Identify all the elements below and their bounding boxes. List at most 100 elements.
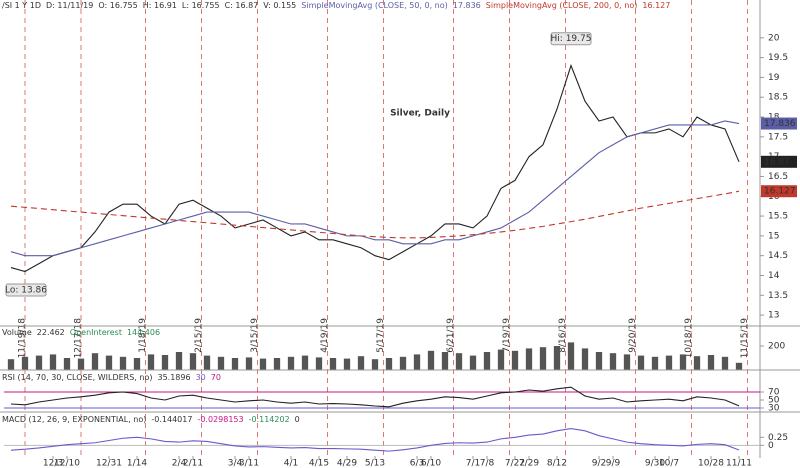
x-tick-label: 2/4 [172, 459, 187, 468]
volume-bar [735, 362, 743, 370]
study-name[interactable]: Volume [2, 328, 32, 337]
volume-bar [189, 353, 197, 370]
study-name[interactable]: RSI (14, 70, 30, CLOSE, WILDERS, no) [2, 373, 153, 382]
x-tick-label: 5/13 [365, 459, 385, 468]
x-tick-label: 9/9 [606, 459, 621, 468]
x-tick-label: 10/28 [698, 459, 724, 468]
volume-bar [63, 358, 71, 370]
rsi-header: RSI (14, 70, 30, CLOSE, WILDERS, no) 35.… [2, 373, 221, 383]
x-tick-label: 9/2 [592, 459, 606, 468]
legend-entry[interactable]: SimpleMovingAvg (CLOSE, 200, 0, no) [485, 1, 638, 10]
macd-header: MACD (12, 26, 9, EXPONENTIAL, no) -0.144… [2, 415, 300, 425]
series-line [10, 120, 740, 257]
volume-bar [259, 358, 267, 370]
x-tick-label: 4/15 [309, 459, 329, 468]
volume-bar [343, 358, 351, 370]
volume-bar [637, 355, 645, 370]
symbol[interactable]: /SI 1 Y 1D [2, 1, 41, 10]
expiry-label: 3/15/19 [250, 318, 260, 353]
volume-bar [371, 359, 379, 370]
x-tick-label: 12/31 [96, 459, 122, 468]
study-value: -0.114202 [248, 415, 290, 424]
expiry-label: 4/19/19 [320, 318, 330, 353]
x-tick-label: 12/10 [54, 459, 80, 468]
expiry-label: 7/19/19 [502, 318, 512, 353]
volume-bar [35, 355, 43, 370]
y-tick-label: 0.25 [768, 433, 788, 443]
y-tick-label: 13.5 [768, 291, 788, 301]
x-tick-label: 1/14 [127, 459, 147, 468]
y-tick-label: 20 [768, 33, 780, 43]
volume-bar [469, 355, 477, 370]
x-tick-label: 7/22 [505, 459, 525, 468]
y-tick-label: 200 [768, 342, 785, 352]
series-line [10, 386, 740, 408]
x-tick-label: 2/11 [183, 459, 203, 468]
x-tick-label: 10/7 [659, 459, 679, 468]
volume-bar [441, 352, 449, 370]
volume-bar [77, 358, 85, 370]
study-value: 35.1896 [157, 373, 191, 382]
volume-bar [427, 350, 435, 370]
expiry-label: 1/18/19 [138, 318, 148, 353]
expiry-label: 11/15/19 [740, 318, 750, 359]
volume-bar [483, 352, 491, 370]
legend-value: 16.127 [642, 1, 671, 10]
y-tick-label: 15 [768, 231, 779, 241]
volume-bar [161, 355, 169, 370]
x-tick-label: 6/10 [421, 459, 441, 468]
volume-bar [91, 353, 99, 370]
volume-bar [315, 357, 323, 370]
ohlc-field: D: 11/11/19 [46, 1, 94, 10]
y-tick-label: 15.5 [768, 212, 788, 222]
volume-bar [273, 358, 281, 370]
study-name[interactable]: OpenInterest [69, 328, 122, 337]
legend-entry[interactable]: SimpleMovingAvg (CLOSE, 50, 0, no) [301, 1, 448, 10]
y-tick-label: 19 [768, 73, 780, 83]
expiry-label: 12/17/18 [74, 318, 84, 359]
annotation-box [550, 32, 592, 46]
volume-bar [7, 359, 15, 370]
volume-bar [175, 352, 183, 370]
expiry-label: 2/15/19 [194, 318, 204, 353]
volume-bar [553, 346, 561, 370]
volume-bar [357, 356, 365, 370]
y-tick-label: 16.5 [768, 172, 788, 182]
volume-bar [231, 358, 239, 370]
volume-bar [119, 356, 127, 370]
x-tick-label: 7/1 [466, 459, 480, 468]
ohlc-field: O: 16.755 [98, 1, 138, 10]
ohlc-field: L: 16.755 [181, 1, 220, 10]
volume-bar [721, 356, 729, 370]
study-name[interactable]: MACD (12, 26, 9, EXPONENTIAL, no) [2, 415, 147, 424]
volume-bar [147, 354, 155, 370]
volume-bar [455, 353, 463, 370]
y-tick-label: 14.5 [768, 251, 788, 261]
expiry-label: 10/18/19 [684, 318, 694, 359]
study-value: 30 [195, 373, 206, 382]
expiry-label: 11/19/18 [18, 318, 28, 359]
volume-bar [567, 342, 575, 370]
x-tick-label: 7/8 [480, 459, 495, 468]
legend-value: 17.836 [452, 1, 481, 10]
volume-bar [511, 350, 519, 370]
expiry-label: 5/17/19 [376, 318, 386, 353]
x-tick-label: 3/11 [239, 459, 259, 468]
volume-bar [413, 354, 421, 370]
y-tick-label: 13 [768, 311, 779, 321]
study-value: -0.144017 [151, 415, 193, 424]
price-tag-label: 16.87 [764, 157, 790, 167]
expiry-label: 9/20/19 [628, 318, 638, 353]
series-line [10, 428, 740, 452]
x-tick-label: 3/4 [228, 459, 243, 468]
price-tag-label: 17.836 [764, 119, 796, 129]
y-tick-label: 19.5 [768, 53, 788, 63]
price-tag [761, 117, 797, 130]
ohlc-field: H: 16.91 [142, 1, 177, 10]
annotation-box [5, 283, 47, 297]
volume-bar [49, 354, 57, 370]
study-value: 144,406 [126, 328, 161, 337]
volume-bar [385, 358, 393, 370]
